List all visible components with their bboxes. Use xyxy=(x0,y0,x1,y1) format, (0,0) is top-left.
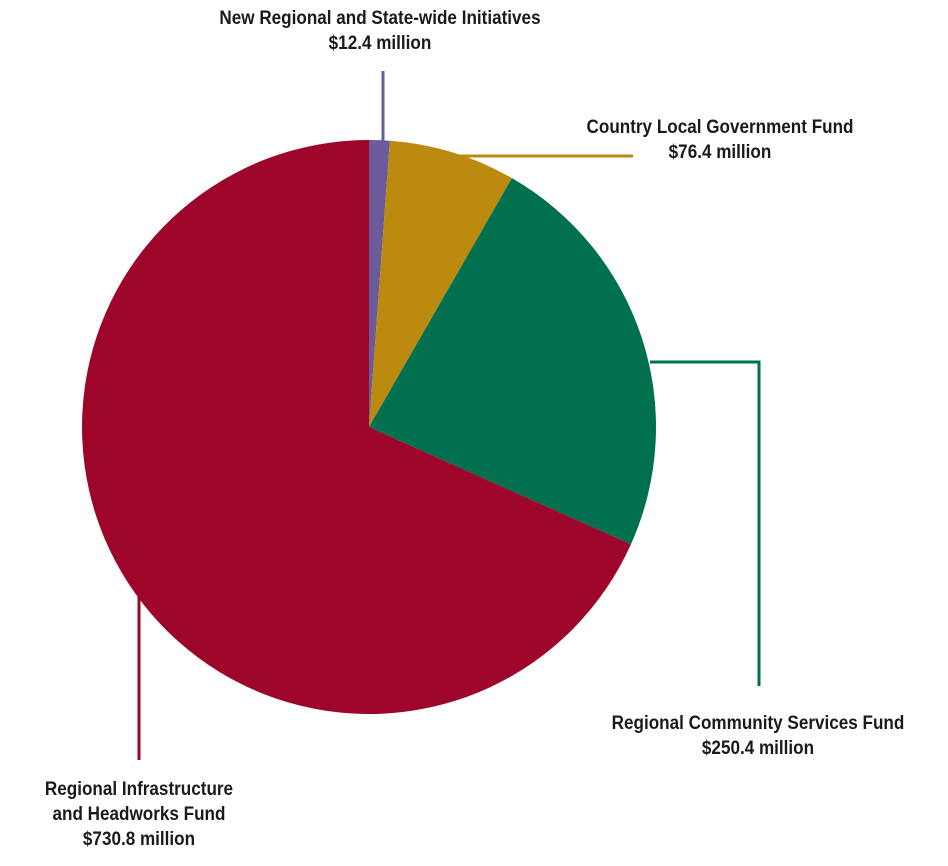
pie-slice-country-local-government-fund xyxy=(369,140,512,427)
slice-value-label: $730.8 million xyxy=(82,829,196,850)
slice-label-text: and Headworks Fund xyxy=(52,804,226,825)
slice-label-text: New Regional and State-wide Initiatives xyxy=(219,8,541,29)
slice-label-regional-infrastructure-headworks-fund: Regional Infrastructure and Headworks Fu… xyxy=(14,777,264,852)
leader-lines xyxy=(137,71,761,760)
pie-slices xyxy=(82,140,657,714)
slice-value-label: $76.4 million xyxy=(668,142,772,163)
slice-label-text: Country Local Government Fund xyxy=(586,117,854,138)
slice-value-label: $250.4 million xyxy=(701,738,815,759)
leader-line-regional-community-services-fund xyxy=(650,360,761,686)
slice-label-regional-community-services-fund: Regional Community Services Fund $250.4 … xyxy=(569,711,947,761)
slice-label-text: Regional Infrastructure xyxy=(44,779,234,800)
slice-label-country-local-government-fund: Country Local Government Fund $76.4 mill… xyxy=(540,115,900,165)
slice-label-new-regional-initiatives: New Regional and State-wide Initiatives … xyxy=(162,6,598,56)
slice-label-text: Regional Community Services Fund xyxy=(611,713,905,734)
slice-value-label: $12.4 million xyxy=(328,33,432,54)
pie-slice-regional-infrastructure-and-headworks-fund xyxy=(82,140,631,714)
pie-slice-new-regional-and-state-wide-initiatives xyxy=(369,140,390,427)
pie-slice-regional-community-services-fund xyxy=(369,178,657,545)
